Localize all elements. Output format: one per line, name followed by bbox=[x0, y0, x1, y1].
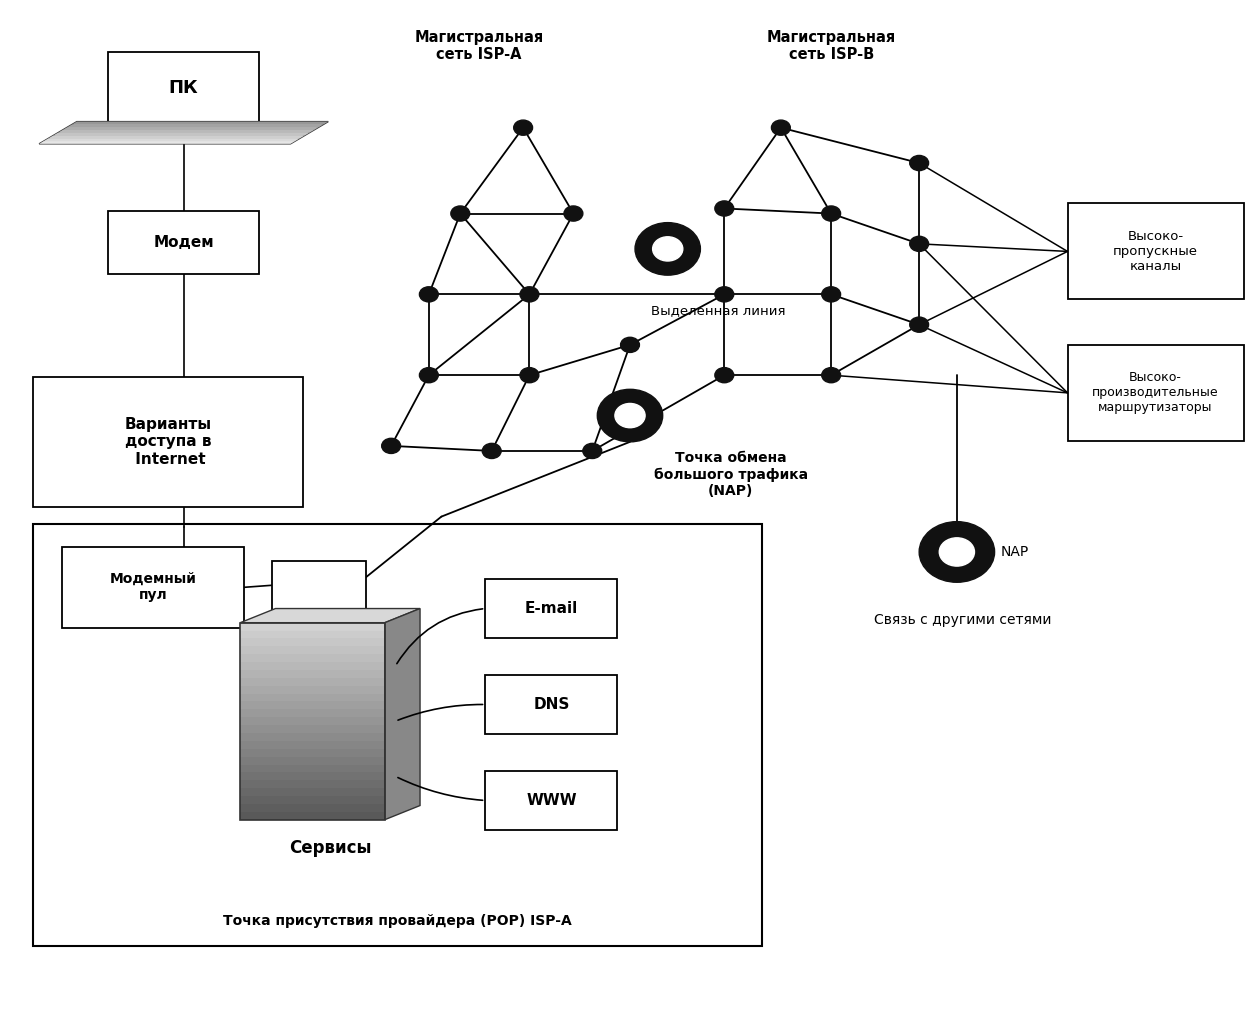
Circle shape bbox=[714, 287, 733, 302]
Polygon shape bbox=[72, 122, 329, 125]
Polygon shape bbox=[53, 133, 310, 136]
Circle shape bbox=[520, 287, 539, 302]
Circle shape bbox=[822, 368, 840, 383]
Circle shape bbox=[635, 223, 701, 276]
Circle shape bbox=[714, 201, 733, 216]
Bar bbox=[241, 772, 384, 780]
Bar bbox=[1067, 204, 1244, 300]
Circle shape bbox=[451, 206, 470, 221]
Bar bbox=[241, 780, 384, 788]
Circle shape bbox=[939, 538, 974, 566]
Bar bbox=[33, 524, 762, 946]
Text: E-mail: E-mail bbox=[525, 601, 578, 616]
Circle shape bbox=[653, 237, 683, 261]
Text: Варианты
доступа в
 Internet: Варианты доступа в Internet bbox=[125, 417, 212, 467]
Bar bbox=[241, 694, 384, 701]
Circle shape bbox=[420, 287, 438, 302]
Circle shape bbox=[910, 155, 929, 170]
Bar bbox=[241, 725, 384, 733]
Bar bbox=[241, 717, 384, 725]
Bar bbox=[241, 623, 384, 820]
Bar bbox=[485, 579, 617, 638]
Bar bbox=[241, 646, 384, 654]
Bar bbox=[62, 547, 244, 628]
Text: Модемный
пул: Модемный пул bbox=[110, 572, 197, 603]
Circle shape bbox=[420, 368, 438, 383]
Bar bbox=[241, 638, 384, 646]
Bar bbox=[241, 654, 384, 663]
Text: Модем: Модем bbox=[154, 235, 214, 250]
Bar bbox=[241, 788, 384, 796]
Text: Выделенная линия: Выделенная линия bbox=[650, 305, 785, 317]
Bar bbox=[241, 741, 384, 749]
Circle shape bbox=[910, 236, 929, 251]
Bar bbox=[1067, 344, 1244, 441]
Polygon shape bbox=[39, 141, 295, 144]
Polygon shape bbox=[63, 128, 319, 130]
Bar bbox=[241, 709, 384, 717]
Circle shape bbox=[382, 439, 401, 454]
Bar bbox=[108, 211, 260, 275]
Bar bbox=[485, 676, 617, 733]
Bar bbox=[33, 377, 304, 506]
Circle shape bbox=[597, 389, 663, 442]
Bar bbox=[241, 678, 384, 686]
Polygon shape bbox=[44, 138, 300, 141]
Bar bbox=[241, 796, 384, 804]
Text: ПК: ПК bbox=[169, 79, 199, 97]
Circle shape bbox=[520, 368, 539, 383]
Bar bbox=[241, 811, 384, 820]
Circle shape bbox=[583, 444, 602, 459]
Circle shape bbox=[771, 121, 790, 136]
Bar bbox=[241, 804, 384, 811]
Text: NAP: NAP bbox=[1000, 545, 1029, 559]
Polygon shape bbox=[58, 130, 314, 133]
Polygon shape bbox=[384, 609, 420, 820]
Circle shape bbox=[621, 337, 639, 353]
Text: DNS: DNS bbox=[533, 697, 570, 712]
Polygon shape bbox=[49, 136, 305, 138]
Circle shape bbox=[919, 522, 994, 582]
Bar bbox=[241, 749, 384, 757]
Text: Магистральная
сеть ISP-B: Магистральная сеть ISP-B bbox=[766, 29, 896, 62]
Bar bbox=[272, 561, 365, 610]
Polygon shape bbox=[67, 125, 324, 128]
Bar bbox=[241, 623, 384, 630]
Circle shape bbox=[822, 287, 840, 302]
Polygon shape bbox=[39, 122, 329, 144]
Bar bbox=[241, 757, 384, 765]
Bar bbox=[241, 630, 384, 638]
Bar bbox=[241, 670, 384, 678]
Polygon shape bbox=[241, 609, 420, 623]
Text: Связь с другими сетями: Связь с другими сетями bbox=[874, 613, 1052, 627]
Circle shape bbox=[822, 206, 840, 221]
Bar bbox=[241, 701, 384, 709]
Bar bbox=[241, 733, 384, 741]
Circle shape bbox=[615, 403, 645, 427]
Text: Высоко-
производительные
маршрутизаторы: Высоко- производительные маршрутизаторы bbox=[1092, 372, 1218, 414]
Text: Точка присутствия провайдера (POP) ISP-A: Точка присутствия провайдера (POP) ISP-A bbox=[223, 914, 572, 928]
Text: Высоко-
пропускные
каналы: Высоко- пропускные каналы bbox=[1113, 230, 1198, 272]
Bar bbox=[485, 771, 617, 830]
Bar bbox=[108, 52, 260, 125]
Text: WWW: WWW bbox=[527, 793, 577, 808]
Circle shape bbox=[564, 206, 583, 221]
Circle shape bbox=[514, 121, 533, 136]
Circle shape bbox=[714, 368, 733, 383]
Text: Магистральная
сеть ISP-A: Магистральная сеть ISP-A bbox=[415, 29, 544, 62]
Circle shape bbox=[910, 317, 929, 332]
Circle shape bbox=[483, 444, 501, 459]
Bar bbox=[241, 663, 384, 670]
Bar bbox=[241, 765, 384, 772]
Text: Точка обмена
большого трафика
(NAP): Точка обмена большого трафика (NAP) bbox=[654, 451, 808, 497]
Text: Сервисы: Сервисы bbox=[289, 839, 372, 857]
Bar bbox=[241, 686, 384, 694]
